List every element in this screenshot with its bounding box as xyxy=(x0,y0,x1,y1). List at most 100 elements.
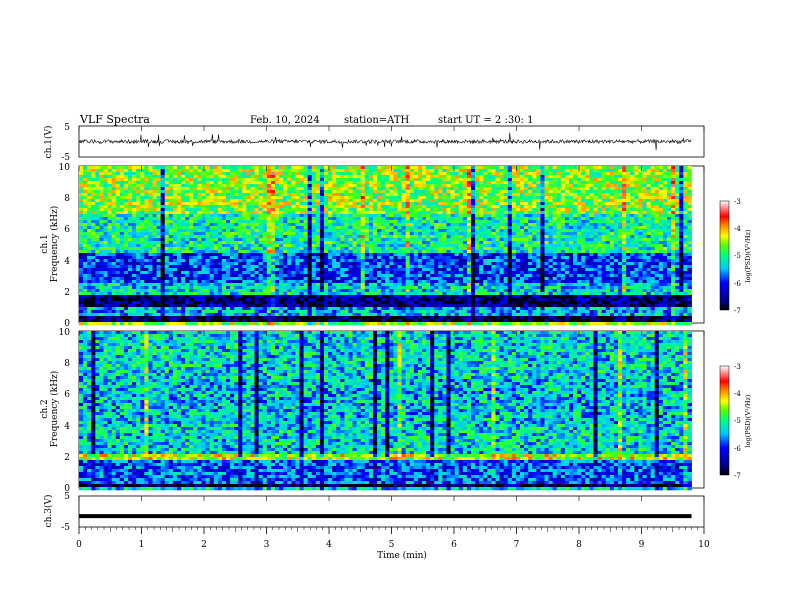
spectrogram-cell xyxy=(172,238,178,242)
spectrogram-cell xyxy=(250,259,255,263)
spectrogram-cell xyxy=(258,277,264,281)
spectrogram-cell xyxy=(356,226,362,230)
spectrogram-cell xyxy=(79,313,84,317)
spectrogram-cell xyxy=(177,322,182,326)
spectrogram-cell xyxy=(332,253,337,257)
spectrogram-cell xyxy=(217,250,223,254)
spectrogram-cell xyxy=(95,184,100,188)
spectrogram-cell xyxy=(422,235,427,239)
spectrogram-cell xyxy=(426,181,431,185)
spectrogram-cell xyxy=(213,196,219,200)
spectrogram-cell xyxy=(136,229,141,233)
spectrogram-cell xyxy=(123,271,129,275)
spectrogram-cell xyxy=(152,211,157,215)
spectrogram-cell xyxy=(368,295,374,299)
spectrogram-cell xyxy=(373,166,378,170)
spectrogram-cell xyxy=(417,187,423,191)
spectrogram-cell xyxy=(283,286,288,290)
spectrogram-cell xyxy=(136,184,141,188)
spectrogram-cell xyxy=(454,187,460,191)
spectrogram-cell xyxy=(209,277,215,281)
spectrogram-cell xyxy=(417,310,423,314)
spectrogram-cell xyxy=(340,250,345,254)
spectrogram-cell xyxy=(405,193,411,197)
spectrogram-cell xyxy=(340,274,345,278)
spectrogram-cell xyxy=(246,259,251,263)
spectrogram-cell xyxy=(148,256,153,260)
spectrogram-cell xyxy=(434,226,439,230)
spectrogram-cell xyxy=(119,238,125,242)
spectrogram-cell xyxy=(95,238,100,242)
spectrogram-cell xyxy=(99,190,104,194)
spectrogram-cell xyxy=(360,217,366,221)
spectrogram-cell xyxy=(340,316,345,320)
spectrogram-cell xyxy=(454,295,460,299)
spectrogram-cell xyxy=(205,280,211,284)
spectrogram-cell xyxy=(254,187,260,191)
spectrogram-cell xyxy=(189,301,194,305)
spectrogram-cell xyxy=(291,208,296,212)
spectrogram-cell xyxy=(299,181,304,185)
spectrogram-cell xyxy=(197,169,202,173)
spectrogram-cell xyxy=(201,298,206,302)
spectrogram-cell xyxy=(111,289,117,293)
spectrogram-cell xyxy=(83,205,88,209)
spectrogram-cell xyxy=(189,295,194,299)
spectrogram-cell xyxy=(340,256,345,260)
spectrogram-cell xyxy=(213,286,219,290)
spectrogram-cell xyxy=(352,232,358,236)
spectrogram-cell xyxy=(119,229,125,233)
spectrogram-cell xyxy=(99,166,104,170)
spectrogram-cell xyxy=(242,271,247,275)
spectrogram-cell xyxy=(160,172,166,176)
spectrogram-cell xyxy=(201,190,206,194)
spectrogram-cell xyxy=(79,178,84,182)
spectrogram-cell xyxy=(258,247,264,251)
spectrogram-cell xyxy=(442,289,447,293)
spectrogram-cell xyxy=(205,184,211,188)
spectrogram-cell xyxy=(164,271,170,275)
spectrogram-cell xyxy=(401,190,407,194)
spectrogram-cell xyxy=(79,211,84,215)
spectrogram-cell xyxy=(315,238,321,242)
spectrogram-cell xyxy=(438,205,443,209)
spectrogram-cell xyxy=(328,286,333,290)
spectrogram-cell xyxy=(458,313,464,317)
spectrogram-cell xyxy=(356,298,362,302)
spectrogram-cell xyxy=(95,196,100,200)
spectrogram-cell xyxy=(336,241,341,245)
spectrogram-cell xyxy=(426,253,431,257)
spectrogram-cell xyxy=(258,271,264,275)
spectrogram-cell xyxy=(234,295,239,299)
spectrogram-cell xyxy=(364,211,370,215)
spectrogram-cell xyxy=(262,220,268,224)
spectrogram-cell xyxy=(217,262,223,266)
spectrogram-cell xyxy=(368,232,374,236)
spectrogram-cell xyxy=(426,244,431,248)
spectrogram-cell xyxy=(144,259,149,263)
spectrogram-cell xyxy=(95,304,100,308)
spectrogram-cell xyxy=(356,259,362,263)
spectrogram-cell xyxy=(87,229,92,233)
spectrogram-cell xyxy=(79,226,84,230)
spectrogram-cell xyxy=(136,217,141,221)
spectrogram-cell xyxy=(152,202,157,206)
spectrogram-cell xyxy=(177,214,182,218)
spectrogram-cell xyxy=(336,253,341,257)
spectrogram-cell xyxy=(258,208,264,212)
spectrogram-cell xyxy=(393,214,398,218)
spectrogram-cell xyxy=(275,289,280,293)
spectrogram-cell xyxy=(324,169,329,173)
spectrogram-cell xyxy=(250,235,255,239)
spectrogram-cell xyxy=(340,277,345,281)
spectrogram-cell xyxy=(213,289,219,293)
spectrogram-cell xyxy=(148,220,153,224)
spectrogram-cell xyxy=(291,223,296,227)
spectrogram-cell xyxy=(295,202,300,206)
spectrogram-cell xyxy=(209,283,215,287)
spectrogram-cell xyxy=(442,199,447,203)
spectrogram-cell xyxy=(422,214,427,218)
spectrogram-cell xyxy=(283,166,288,170)
spectrogram-cell xyxy=(152,169,157,173)
spectrogram-cell xyxy=(91,187,96,191)
